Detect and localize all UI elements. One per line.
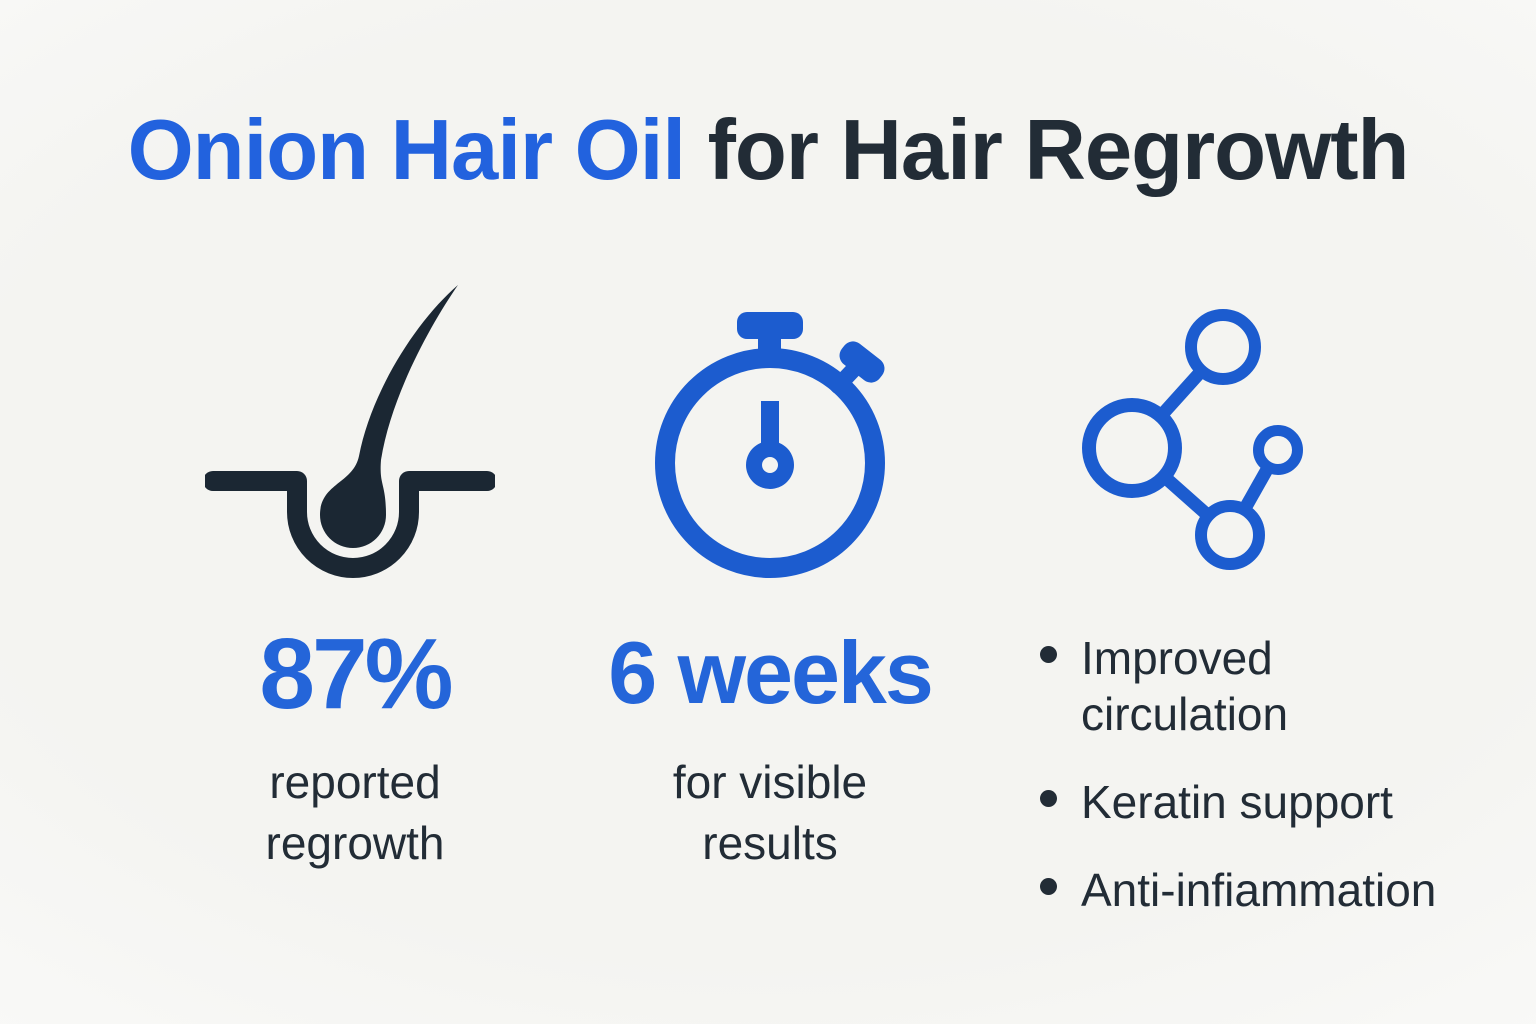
benefit-label: Keratin support [1081, 776, 1393, 829]
bullet-icon [1040, 878, 1057, 896]
title-highlight: Onion Hair Oil [127, 103, 686, 198]
stat-weeks-value: 6 weeks [608, 623, 934, 722]
benefits-list: Improved circulation Keratin support Ant… [1040, 630, 1461, 950]
list-item: Anti-infiammation [1040, 862, 1461, 918]
hair-follicle-icon [205, 285, 495, 578]
stat-regrowth-caption: reported regrowth [265, 756, 445, 869]
list-item: Improved circulation [1040, 630, 1461, 742]
stat-weeks-caption: for visible results [672, 756, 868, 869]
stopwatch-icon [655, 312, 885, 578]
bullet-icon [1040, 790, 1057, 808]
benefit-label: Anti-infiammation [1081, 864, 1437, 917]
benefit-label: Improved circulation [1081, 632, 1289, 741]
list-item: Keratin support [1040, 774, 1461, 830]
molecule-icon [1082, 309, 1303, 570]
bullet-icon [1040, 646, 1057, 663]
title-rest: for Hair Regrowth [685, 103, 1410, 198]
page-title: Onion Hair Oil for Hair Regrowth [0, 108, 1536, 193]
stat-regrowth-perc借value: 87% [259, 618, 453, 730]
